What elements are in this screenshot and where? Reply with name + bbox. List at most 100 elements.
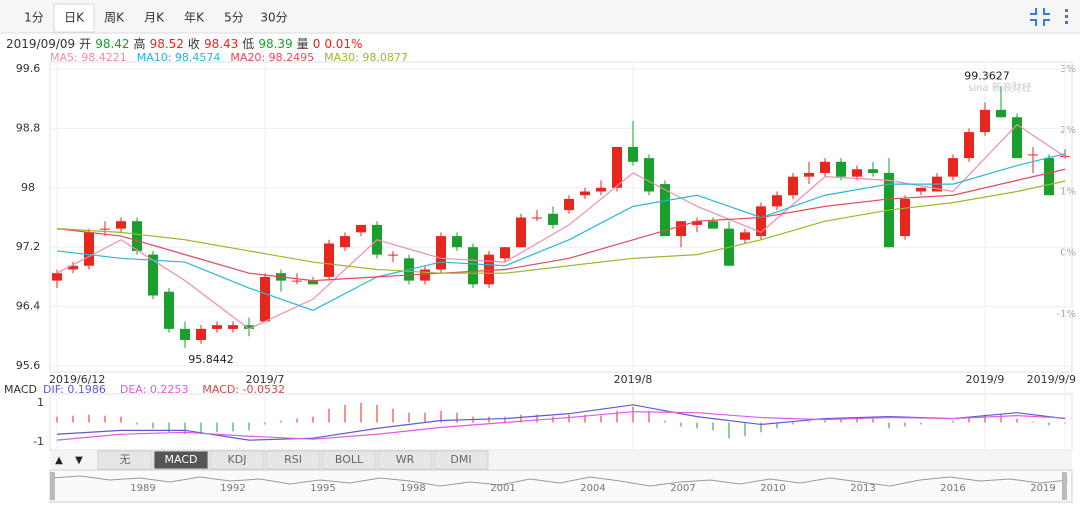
- legend-entry: MA5: 98.4221: [50, 51, 127, 64]
- navigator-handle[interactable]: [1062, 472, 1067, 500]
- candle-body: [596, 187, 606, 192]
- candle-body: [436, 236, 446, 270]
- indicator-tab-label[interactable]: WR: [396, 453, 415, 466]
- legend-entry: MA10: 98.4574: [136, 51, 221, 64]
- candle-body: [452, 236, 462, 248]
- tab[interactable]: 周K: [104, 11, 125, 25]
- candle-body: [292, 280, 302, 282]
- candle-body: [916, 187, 926, 192]
- candle-body: [164, 291, 174, 329]
- indicator-tab-label[interactable]: MACD: [165, 453, 198, 466]
- arrow-button[interactable]: ▲: [55, 455, 63, 466]
- navigator-year: 1998: [400, 483, 425, 494]
- candle-body: [788, 176, 798, 196]
- candle-body: [68, 265, 78, 270]
- y-tick-label: 95.6: [16, 359, 41, 372]
- indicator-tab-label[interactable]: 无: [120, 453, 131, 466]
- candle-body: [244, 325, 254, 329]
- navigator-handle[interactable]: [50, 472, 55, 500]
- candle-body: [356, 224, 366, 233]
- macd-frame: [49, 393, 1073, 451]
- candle-body: [212, 325, 222, 329]
- candle-body: [548, 213, 558, 225]
- line: [56, 180, 1066, 274]
- candle-body: [740, 232, 750, 240]
- candle-body: [692, 221, 702, 225]
- candle-body: [420, 269, 430, 281]
- navigator-year: 2004: [580, 483, 605, 494]
- quote-value: 98.39: [258, 37, 293, 51]
- candle-body: [660, 184, 670, 237]
- legend-entry: MA30: 98.0877: [324, 51, 408, 64]
- indicator-tab[interactable]: [433, 450, 489, 470]
- candle-body: [964, 132, 974, 159]
- tab[interactable]: 1分: [24, 11, 44, 25]
- collapse-icon[interactable]: [1030, 8, 1050, 26]
- quote-value: 98.43: [203, 37, 239, 51]
- candle-body: [84, 232, 94, 266]
- indicator-tab[interactable]: [265, 450, 321, 470]
- tab[interactable]: 月K: [144, 11, 165, 25]
- line: [56, 404, 1066, 441]
- legend-entry: DIF: 0.1986: [42, 383, 106, 396]
- navigator[interactable]: [49, 469, 1073, 503]
- legend-entry: DEA: 0.2253: [119, 383, 189, 396]
- candle-body: [996, 109, 1006, 118]
- tab[interactable]: 30分: [260, 11, 287, 25]
- quote-label: 低: [242, 37, 255, 51]
- indicator-tab-label[interactable]: RSI: [284, 453, 302, 466]
- watermark: sina 新浪财经: [968, 81, 1032, 94]
- y-tick-label: 96.4: [16, 300, 41, 313]
- candle-body: [228, 325, 238, 329]
- candle-body: [980, 109, 990, 133]
- y2-tick-label: -1%: [1057, 309, 1076, 320]
- candle-body: [500, 247, 510, 259]
- indicator-tab-label[interactable]: DMI: [450, 453, 471, 466]
- x-tick-label: 2019/7: [246, 373, 285, 386]
- line: [56, 168, 1066, 282]
- y2-tick-label: 2%: [1060, 125, 1076, 136]
- navigator-year: 2007: [670, 483, 695, 494]
- candle-body: [868, 169, 878, 173]
- legend-entry: MA20: 98.2495: [230, 51, 315, 64]
- indicator-tab-label[interactable]: BOLL: [335, 453, 364, 466]
- indicator-tab[interactable]: [97, 450, 153, 470]
- candle-body: [1012, 117, 1022, 159]
- legend-entry: MACD: -0.0532: [202, 383, 285, 396]
- candle-body: [1028, 154, 1038, 156]
- candle-body: [628, 146, 638, 162]
- indicator-tab[interactable]: [209, 450, 265, 470]
- candle-body: [308, 280, 318, 285]
- candle-body: [804, 172, 814, 177]
- candle-body: [324, 243, 334, 277]
- quote-value: 98.52: [149, 37, 184, 51]
- indicator-tab[interactable]: [321, 450, 377, 470]
- quote-label: 开: [79, 37, 92, 51]
- y-tick-label: 97.2: [16, 240, 41, 253]
- navigator-year: 2016: [940, 483, 965, 494]
- navigator-year: 2019: [1030, 483, 1055, 494]
- candle-body: [340, 236, 350, 248]
- indicator-tab[interactable]: [153, 450, 209, 470]
- min-label: 95.8442: [188, 353, 234, 366]
- quote-date: 2019/09/09: [6, 37, 76, 51]
- candle-body: [836, 161, 846, 177]
- candle-body: [948, 158, 958, 177]
- candle-body: [516, 217, 526, 248]
- indicator-tab[interactable]: [377, 450, 433, 470]
- tab[interactable]: 年K: [184, 11, 205, 25]
- candle-body: [708, 221, 718, 229]
- macd-title: MACD: [4, 383, 37, 396]
- tab[interactable]: 5分: [224, 11, 244, 25]
- candle-body: [772, 195, 782, 207]
- indicator-tab-label[interactable]: KDJ: [228, 453, 247, 466]
- candle-body: [484, 254, 494, 285]
- candle-body: [1044, 158, 1054, 196]
- arrow-button[interactable]: ▼: [75, 455, 83, 466]
- line: [56, 411, 1066, 441]
- navigator-year: 2001: [490, 483, 515, 494]
- tab[interactable]: 日K: [64, 11, 85, 25]
- menu-icon[interactable]: [1065, 9, 1068, 24]
- x-tick-label: 2019/6/12: [49, 373, 105, 386]
- quote-value: 0: [312, 37, 321, 51]
